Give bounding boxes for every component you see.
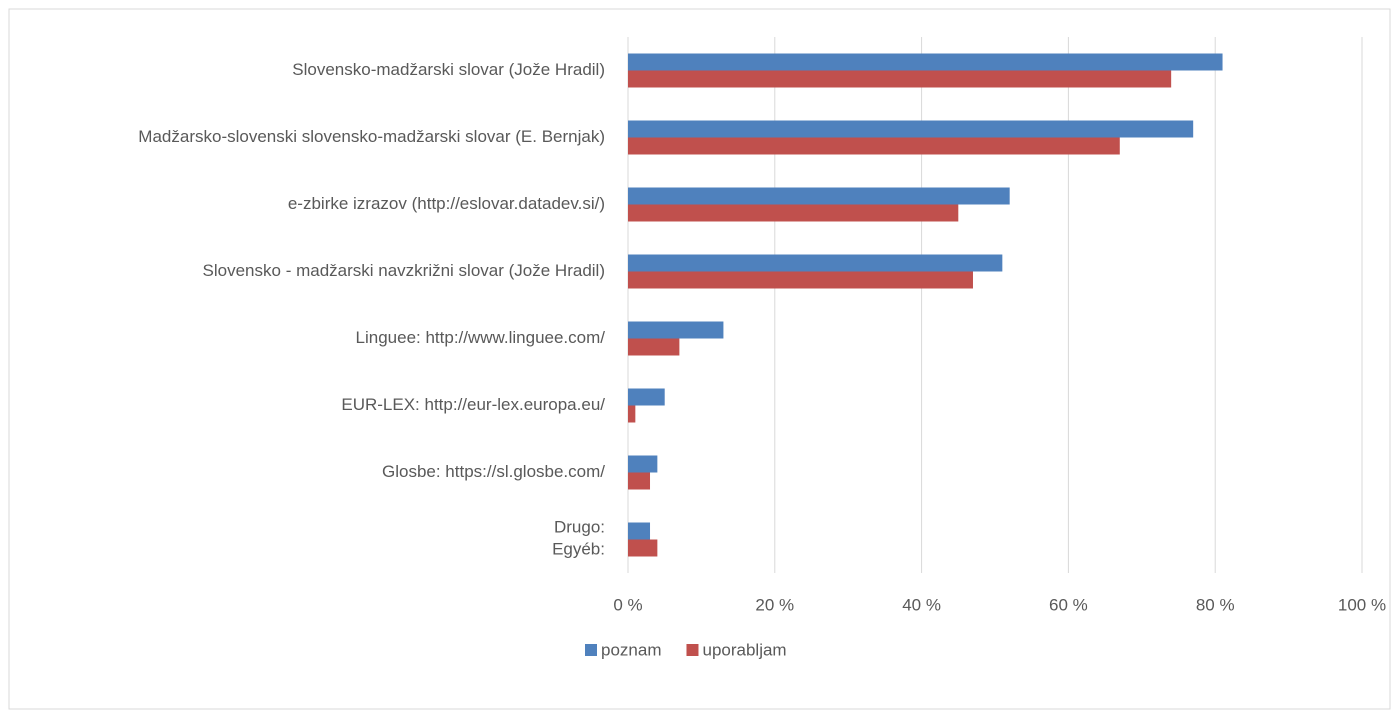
bar	[628, 120, 1194, 138]
y-tick-label: Slovensko - madžarski navzkrižni slovar …	[203, 261, 605, 280]
legend-label: poznam	[601, 640, 661, 659]
bar	[628, 204, 959, 222]
y-tick-label: Slovensko-madžarski slovar (Jože Hradil)	[292, 60, 605, 79]
bar	[628, 271, 973, 289]
y-tick-label: Linguee: http://www.linguee.com/	[356, 328, 606, 347]
bar	[628, 539, 658, 557]
bar	[628, 338, 680, 356]
x-tick-label: 20 %	[755, 595, 794, 614]
y-tick-label: Madžarsko-slovenski slovensko-madžarski …	[138, 127, 605, 146]
bar	[628, 472, 651, 490]
bar	[628, 522, 651, 540]
y-tick-label: EUR-LEX: http://eur-lex.europa.eu/	[341, 395, 605, 414]
x-tick-label: 40 %	[902, 595, 941, 614]
chart-frame	[8, 8, 1391, 710]
legend-swatch	[585, 644, 597, 656]
bar	[628, 254, 1003, 272]
bar	[628, 53, 1223, 71]
x-tick-label: 100 %	[1338, 595, 1386, 614]
bar	[628, 388, 665, 406]
bar	[628, 321, 724, 339]
x-tick-label: 0 %	[613, 595, 642, 614]
bar	[628, 405, 636, 423]
bar	[628, 137, 1120, 155]
bar	[628, 70, 1172, 88]
y-tick-label: e-zbirke izrazov (http://eslovar.datadev…	[288, 194, 605, 213]
y-tick-label: Drugo: Egyéb:	[552, 518, 605, 559]
x-tick-label: 80 %	[1196, 595, 1235, 614]
bar	[628, 455, 658, 473]
x-tick-label: 60 %	[1049, 595, 1088, 614]
legend-swatch	[686, 644, 699, 656]
bar	[628, 187, 1010, 205]
y-tick-label: Glosbe: https://sl.glosbe.com/	[382, 462, 605, 481]
legend-label: uporabljam	[702, 640, 786, 659]
